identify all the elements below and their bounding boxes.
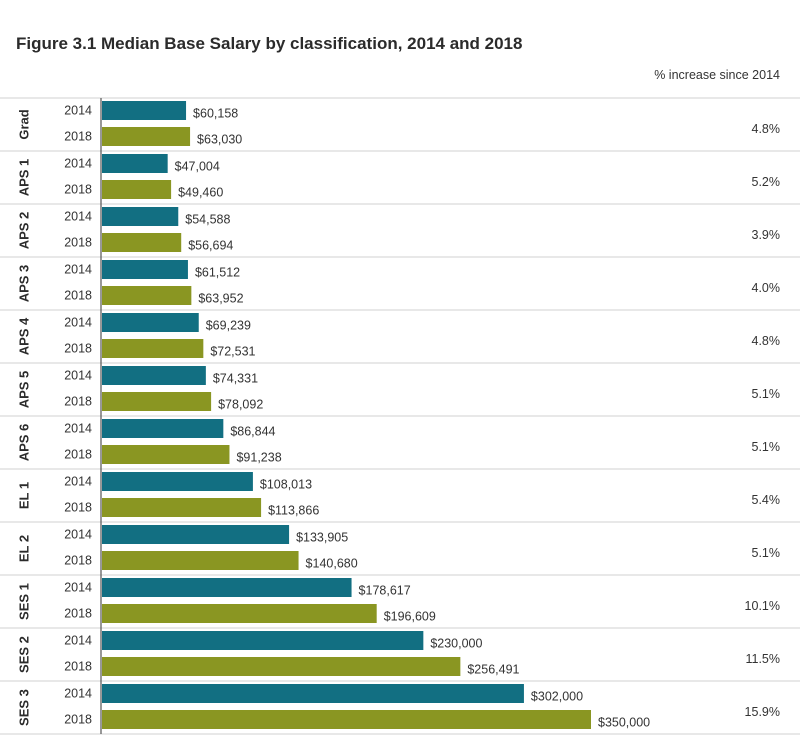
bar-2014: [102, 260, 188, 279]
category-label: EL 2: [17, 535, 32, 562]
pct-increase-header: % increase since 2014: [654, 68, 780, 82]
value-label: $63,952: [198, 292, 243, 306]
year-label: 2014: [64, 422, 92, 436]
value-label: $108,013: [260, 478, 312, 492]
category-label: APS 5: [17, 371, 32, 409]
bar-2018: [102, 445, 230, 464]
value-label: $49,460: [178, 186, 223, 200]
pct-increase-value: 5.1%: [752, 546, 781, 560]
value-label: $61,512: [195, 266, 240, 280]
year-label: 2014: [64, 104, 92, 118]
bar-2018: [102, 286, 192, 305]
pct-increase-value: 3.9%: [752, 228, 781, 242]
year-label: 2018: [64, 183, 92, 197]
bar-2014: [102, 207, 179, 226]
category-label: SES 3: [17, 689, 32, 726]
bar-2014: [102, 684, 524, 703]
year-label: 2014: [64, 263, 92, 277]
value-label: $178,617: [359, 584, 411, 598]
value-label: $60,158: [193, 107, 238, 121]
bar-2014: [102, 154, 168, 173]
category-label: EL 1: [17, 482, 32, 509]
pct-increase-value: 5.2%: [752, 175, 781, 189]
pct-increase-value: 15.9%: [745, 705, 780, 719]
bar-2014: [102, 472, 253, 491]
value-label: $78,092: [218, 398, 263, 412]
category-label: SES 2: [17, 636, 32, 673]
year-label: 2018: [64, 236, 92, 250]
value-label: $140,680: [306, 557, 358, 571]
year-label: 2014: [64, 369, 92, 383]
bar-2018: [102, 392, 212, 411]
year-label: 2014: [64, 316, 92, 330]
category-label: Grad: [17, 109, 32, 139]
year-label: 2014: [64, 475, 92, 489]
category-label: APS 6: [17, 424, 32, 462]
year-label: 2014: [64, 634, 92, 648]
year-label: 2018: [64, 395, 92, 409]
pct-increase-value: 5.1%: [752, 440, 781, 454]
pct-increase-value: 4.8%: [752, 334, 781, 348]
pct-increase-value: 4.8%: [752, 122, 781, 136]
pct-increase-value: 10.1%: [745, 599, 780, 613]
year-label: 2018: [64, 448, 92, 462]
bar-2018: [102, 180, 172, 199]
bar-2014: [102, 101, 187, 120]
pct-increase-value: 5.1%: [752, 387, 781, 401]
bar-2014: [102, 631, 424, 650]
bar-2018: [102, 551, 299, 570]
value-label: $91,238: [236, 451, 281, 465]
year-label: 2014: [64, 581, 92, 595]
bar-2018: [102, 498, 262, 517]
value-label: $86,844: [230, 425, 275, 439]
year-label: 2018: [64, 660, 92, 674]
value-label: $133,905: [296, 531, 348, 545]
value-label: $302,000: [531, 690, 583, 704]
category-label: APS 4: [17, 317, 32, 355]
value-label: $113,866: [268, 504, 319, 518]
year-label: 2018: [64, 130, 92, 144]
year-label: 2014: [64, 157, 92, 171]
value-label: $230,000: [430, 637, 482, 651]
value-label: $69,239: [206, 319, 251, 333]
bar-2014: [102, 578, 352, 597]
year-label: 2014: [64, 687, 92, 701]
category-label: APS 2: [17, 212, 32, 250]
category-label: APS 1: [17, 159, 32, 197]
pct-increase-value: 11.5%: [745, 652, 780, 666]
year-label: 2014: [64, 528, 92, 542]
value-label: $196,609: [384, 610, 436, 624]
bar-2018: [102, 657, 461, 676]
pct-increase-value: 4.0%: [752, 281, 781, 295]
year-label: 2018: [64, 607, 92, 621]
value-label: $63,030: [197, 133, 242, 147]
bar-2014: [102, 525, 290, 544]
bar-2018: [102, 604, 377, 623]
year-label: 2014: [64, 210, 92, 224]
bar-2014: [102, 419, 224, 438]
value-label: $56,694: [188, 239, 233, 253]
bar-2018: [102, 233, 182, 252]
category-label: SES 1: [17, 583, 32, 620]
bar-2018: [102, 339, 204, 358]
value-label: $47,004: [175, 160, 220, 174]
value-label: $72,531: [210, 345, 255, 359]
year-label: 2018: [64, 289, 92, 303]
year-label: 2018: [64, 554, 92, 568]
year-label: 2018: [64, 501, 92, 515]
bar-2014: [102, 366, 206, 385]
bar-2018: [102, 710, 591, 729]
year-label: 2018: [64, 342, 92, 356]
value-label: $256,491: [467, 663, 519, 677]
chart-title: Figure 3.1 Median Base Salary by classif…: [16, 34, 523, 53]
value-label: $54,588: [185, 213, 230, 227]
bar-2018: [102, 127, 191, 146]
pct-increase-value: 5.4%: [752, 493, 781, 507]
bar-2014: [102, 313, 199, 332]
year-label: 2018: [64, 713, 92, 727]
value-label: $350,000: [598, 716, 650, 730]
value-label: $74,331: [213, 372, 258, 386]
category-label: APS 3: [17, 265, 32, 303]
